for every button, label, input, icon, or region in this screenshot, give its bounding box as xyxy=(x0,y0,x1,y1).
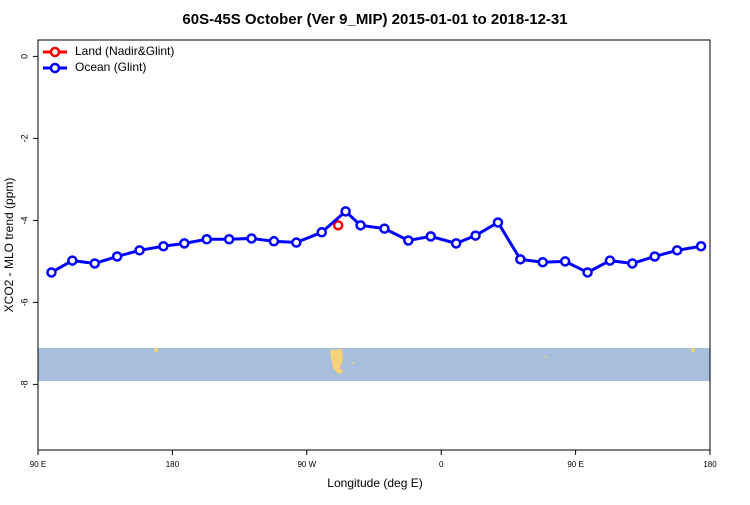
y-tick-label: -2 xyxy=(19,134,29,142)
y-tick-label: -4 xyxy=(19,216,29,224)
data-point xyxy=(268,236,280,247)
data-point xyxy=(291,237,302,248)
data-point xyxy=(246,233,257,244)
data-point xyxy=(470,230,481,241)
data-point xyxy=(67,255,78,266)
x-tick-label: 180 xyxy=(703,460,717,469)
chart-title: 60S-45S October (Ver 9_MIP) 2015-01-01 t… xyxy=(182,11,567,28)
data-point xyxy=(340,206,351,217)
data-point xyxy=(425,231,436,242)
data-point xyxy=(492,217,504,228)
data-point xyxy=(582,267,593,278)
data-point xyxy=(89,258,100,269)
data-point xyxy=(604,255,616,266)
data-point xyxy=(332,220,344,231)
series-line xyxy=(50,209,702,275)
data-point xyxy=(695,240,707,252)
x-tick-label: 90 E xyxy=(30,460,46,469)
data-point xyxy=(201,234,212,245)
y-tick-label: -6 xyxy=(19,298,29,306)
plot-frame xyxy=(37,39,711,451)
data-point xyxy=(450,238,462,249)
data-point xyxy=(179,238,190,249)
data-point xyxy=(515,254,526,265)
data-point xyxy=(649,251,660,262)
data-point xyxy=(223,234,235,245)
map-strip xyxy=(38,348,710,381)
legend-marker xyxy=(49,46,61,58)
legend-label: Land (Nadir&Glint) xyxy=(75,44,174,58)
y-tick-label: 0 xyxy=(19,54,29,59)
x-tick-label: 180 xyxy=(166,460,180,469)
data-point xyxy=(403,235,414,246)
data-point xyxy=(537,256,548,268)
data-point xyxy=(355,220,366,231)
y-tick-label: -8 xyxy=(19,380,29,388)
legend-marker xyxy=(49,62,61,74)
data-point xyxy=(134,245,145,256)
x-tick-label: 90 E xyxy=(567,460,583,469)
data-point xyxy=(379,223,390,234)
legend: Land (Nadir&Glint) Ocean (Glint) xyxy=(43,44,174,74)
y-axis-label: XCO2 - MLO trend (ppm) xyxy=(2,178,16,313)
data-point xyxy=(111,251,123,262)
data-point xyxy=(316,227,327,238)
legend-label: Ocean (Glint) xyxy=(75,60,146,74)
data-point xyxy=(559,256,571,267)
data-point xyxy=(46,267,57,278)
data-point xyxy=(671,245,683,256)
data-point xyxy=(627,258,638,269)
data-point xyxy=(158,240,169,252)
x-tick-label: 90 W xyxy=(297,460,316,469)
x-axis-label: Longitude (deg E) xyxy=(327,476,422,490)
x-tick-label: 0 xyxy=(439,460,444,469)
